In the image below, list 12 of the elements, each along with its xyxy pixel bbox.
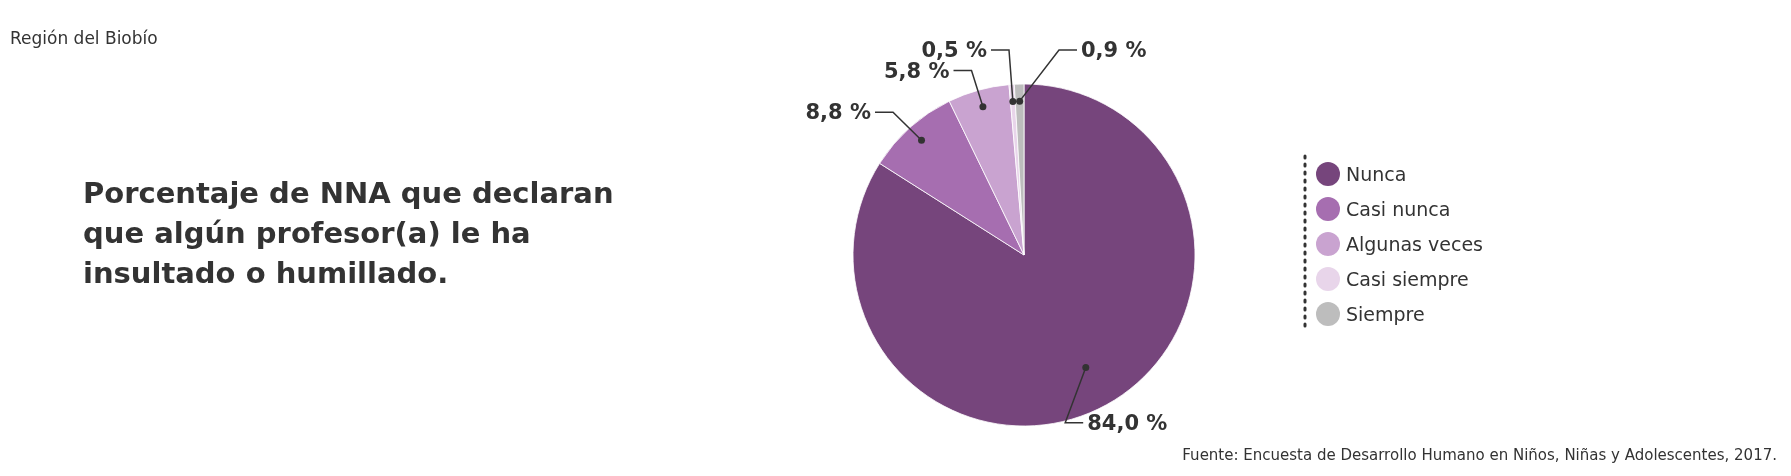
legend-label: Casi siempre [1346,267,1469,290]
text: Región del Biobío [10,28,158,48]
legend-label: Siempre [1346,302,1425,325]
text: Porcentaje de NNA que declaran que algún profesor(a) le ha insultado o humillado. [83,176,614,290]
data-label: 8,8 % [805,100,872,125]
legend-label: Algunas veces [1346,232,1483,255]
source-note: Fuente: Encuesta de Desarrollo Humano en Niños, Niñas y Adolescentes, 2017. [1182,446,1777,464]
legend-label: Nunca [1346,162,1407,185]
legend-label: Casi nunca [1346,197,1451,220]
data-label: 0,9 % [1081,38,1147,63]
data-label: 0,5 % [921,38,987,63]
data-label: 84,0 % [1087,411,1168,436]
